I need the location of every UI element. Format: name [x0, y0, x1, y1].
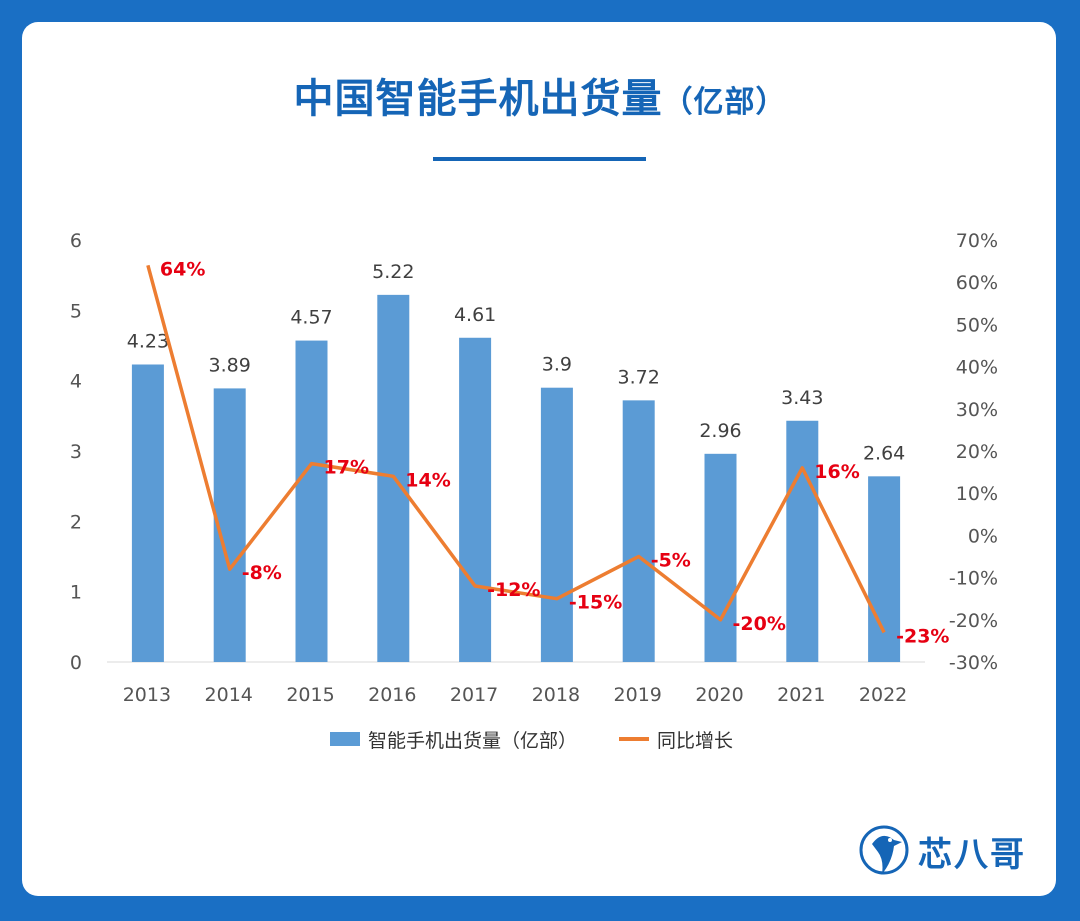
growth-value-label: 14%: [405, 469, 450, 491]
chart-card: [22, 22, 1056, 896]
title-underline: [433, 157, 646, 161]
bar: [540, 387, 573, 662]
bar: [704, 453, 737, 662]
legend-bar-label: 智能手机出货量（亿部）: [368, 729, 578, 752]
bar-value-label: 4.61: [454, 304, 496, 326]
bar-value-label: 3.89: [209, 354, 251, 376]
bar-value-label: 2.64: [863, 442, 905, 464]
right-axis-tick-label: -30%: [949, 652, 998, 674]
left-axis-tick-label: 0: [70, 652, 82, 674]
legend-line-swatch: [619, 737, 650, 741]
title-area: 中国智能手机出货量（亿部）: [0, 66, 1080, 124]
right-axis-tick-label: 40%: [956, 357, 998, 379]
bar-value-label: 4.23: [127, 330, 169, 352]
left-axis-tick-label: 1: [70, 582, 82, 604]
growth-value-label: 64%: [160, 258, 205, 280]
left-axis-tick-label: 4: [70, 371, 82, 393]
right-axis-tick-label: 70%: [956, 230, 998, 252]
growth-value-label: -20%: [733, 613, 786, 635]
right-axis-tick-label: 50%: [956, 314, 998, 336]
x-tick-label: 2017: [450, 684, 498, 706]
bar: [786, 420, 819, 662]
brand-logo: 芯八哥: [858, 822, 1026, 880]
bar-value-label: 3.9: [542, 354, 572, 376]
growth-value-label: -15%: [569, 592, 622, 614]
right-axis-tick-label: 20%: [956, 441, 998, 463]
x-tick-label: 2015: [286, 684, 334, 706]
x-tick-label: 2016: [368, 684, 416, 706]
left-axis-tick-label: 6: [70, 230, 82, 252]
right-axis-tick-label: -20%: [949, 610, 998, 632]
bar-value-label: 5.22: [372, 261, 414, 283]
chart-title-text: 中国智能手机出货量: [293, 76, 663, 122]
right-axis-tick-label: 30%: [956, 399, 998, 421]
right-axis-tick-label: 0%: [968, 525, 998, 547]
chart-title-unit: （亿部）: [662, 85, 787, 120]
legend-bar-swatch: [330, 732, 360, 746]
bar: [295, 340, 328, 662]
chart-title: 中国智能手机出货量（亿部）: [294, 66, 787, 124]
legend-line-label: 同比增长: [657, 729, 734, 752]
bar-value-label: 3.43: [781, 387, 823, 409]
x-tick-label: 2022: [859, 684, 907, 706]
x-tick-label: 2021: [777, 684, 825, 706]
bar: [459, 337, 492, 662]
right-axis-tick-label: 10%: [956, 483, 998, 505]
left-axis-tick-label: 2: [70, 511, 82, 533]
chart-legend: 智能手机出货量（亿部） 同比增长: [330, 724, 733, 754]
x-tick-label: 2019: [614, 684, 662, 706]
x-tick-label: 2013: [123, 684, 171, 706]
x-tick-label: 2018: [532, 684, 580, 706]
kingfisher-logo-icon: [859, 825, 909, 875]
growth-value-label: -23%: [896, 625, 949, 647]
bar-value-label: 4.57: [290, 307, 332, 329]
left-axis-tick-label: 3: [70, 441, 82, 463]
growth-line: [146, 264, 886, 634]
bar: [622, 400, 655, 662]
growth-value-label: -8%: [242, 562, 282, 584]
growth-value-label: -5%: [651, 550, 691, 572]
right-axis-tick-label: 60%: [956, 272, 998, 294]
x-tick-label: 2014: [205, 684, 253, 706]
bar-value-label: 3.72: [618, 366, 660, 388]
right-axis-tick-label: -10%: [949, 568, 998, 590]
bar-value-label: 2.96: [699, 420, 741, 442]
x-tick-label: 2020: [695, 684, 743, 706]
growth-value-label: 16%: [814, 461, 859, 483]
left-axis-tick-label: 5: [70, 300, 82, 322]
bar: [131, 364, 164, 662]
brand-name: 芯八哥: [918, 834, 1026, 875]
growth-value-label: -12%: [487, 579, 540, 601]
growth-value-label: 17%: [324, 457, 369, 479]
